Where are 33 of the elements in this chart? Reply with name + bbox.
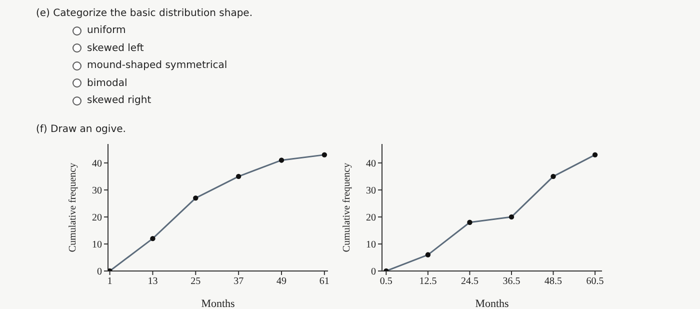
y-tick-label: 40 <box>92 158 102 170</box>
y-tick-label: 0 <box>371 266 376 278</box>
y-tick-label: 20 <box>366 212 376 224</box>
x-axis-title: Months <box>475 298 509 309</box>
x-tick-label: 12.5 <box>419 276 437 288</box>
text: mound-shaped symmetrical <box>87 60 228 71</box>
y-tick-label: 30 <box>92 185 102 196</box>
text: skewed right <box>87 95 152 106</box>
x-tick-label: 25 <box>190 276 201 288</box>
x-tick-label: 0.5 <box>380 276 392 288</box>
x-tick-label: 48.5 <box>544 276 562 288</box>
text: uniform <box>87 25 126 36</box>
x-tick-label: 61 <box>319 276 330 288</box>
x-axis-title: Months <box>201 298 235 309</box>
x-tick-label: 37 <box>234 276 244 288</box>
x-tick-label: 49 <box>276 276 286 288</box>
x-tick-label: 13 <box>148 276 158 288</box>
y-axis-title: Cumulative frequency <box>342 162 353 252</box>
y-tick-label: 40 <box>366 158 376 170</box>
text: skewed left <box>87 42 144 54</box>
y-tick-label: 0 <box>97 266 102 278</box>
text: (f) Draw an ogive. <box>36 124 126 135</box>
x-tick-label: 1 <box>107 276 112 288</box>
y-tick-label: 10 <box>92 240 102 251</box>
x-tick-label: 36.5 <box>502 276 520 288</box>
y-tick-label: 30 <box>366 185 376 196</box>
y-tick-label: 10 <box>366 240 376 251</box>
x-tick-label: 24.5 <box>460 276 478 288</box>
text: (e) Categorize the basic distribution shape. <box>36 8 253 19</box>
text: bimodal <box>87 78 128 88</box>
x-tick-label: 60.5 <box>586 276 604 288</box>
y-axis-title: Cumulative frequency <box>68 162 79 252</box>
y-tick-label: 20 <box>92 212 102 224</box>
